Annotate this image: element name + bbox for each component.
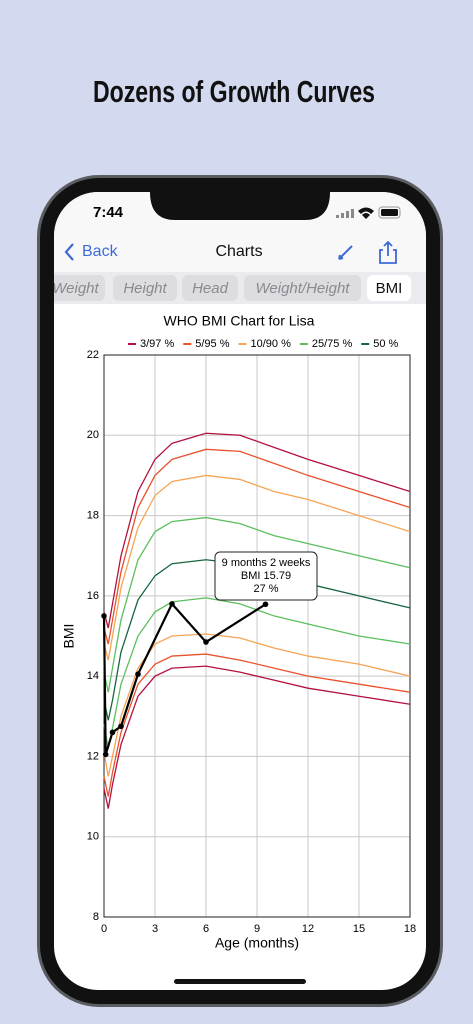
tooltip-line: 9 months 2 weeks [222, 557, 311, 569]
back-button[interactable]: Back [82, 243, 119, 260]
x-tick-label: 0 [101, 923, 107, 935]
percentile-line [103, 474, 411, 661]
tab-label[interactable]: Weight [52, 280, 100, 297]
percentile-line [103, 432, 411, 629]
percentile-line [103, 665, 411, 809]
chart-title: WHO BMI Chart for Lisa [164, 313, 315, 329]
tab[interactable] [367, 275, 411, 301]
legend-label: 25/75 % [312, 338, 353, 350]
tab[interactable] [46, 275, 105, 301]
legend-label: 10/90 % [251, 338, 292, 350]
legend-label: 5/95 % [195, 338, 229, 350]
patient-point[interactable] [109, 729, 116, 736]
status-time: 7:44 [93, 204, 124, 221]
y-tick-label: 8 [93, 911, 99, 923]
status-icons [336, 206, 401, 219]
tab[interactable] [244, 275, 361, 301]
tab-label[interactable]: Weight/Height [256, 280, 351, 297]
tab-label[interactable]: BMI [376, 280, 403, 297]
tab-label[interactable]: Head [192, 280, 229, 297]
percentile-line [103, 653, 411, 797]
x-axis-label: Age (months) [215, 935, 299, 951]
y-axis-label: BMI [61, 624, 77, 649]
y-tick-label: 16 [87, 590, 99, 602]
y-tick-label: 22 [87, 349, 99, 361]
edit-button[interactable] [338, 245, 353, 260]
patient-point[interactable] [169, 601, 175, 607]
patient-point[interactable] [135, 671, 141, 677]
legend-label: 3/97 % [140, 338, 174, 350]
back-chevron[interactable] [64, 243, 74, 261]
tab-label[interactable]: Height [123, 280, 167, 297]
headline: Dozens of Growth Curves [93, 74, 375, 109]
x-tick-label: 6 [203, 923, 209, 935]
y-tick-label: 14 [87, 670, 99, 682]
y-tick-label: 12 [87, 750, 99, 762]
tooltip-box [214, 551, 318, 601]
notch [150, 192, 330, 220]
patient-point[interactable] [262, 601, 269, 608]
percentile-line [103, 516, 411, 693]
patient-point[interactable] [118, 723, 124, 730]
share-button[interactable] [379, 240, 397, 264]
tooltip-line: 27 % [253, 583, 278, 595]
nav-title: Charts [215, 243, 262, 260]
percentile-line [103, 633, 411, 777]
home-indicator [174, 979, 306, 984]
x-tick-label: 3 [152, 923, 158, 935]
y-tick-label: 18 [87, 509, 99, 521]
x-tick-label: 18 [404, 923, 416, 935]
percentile-line [103, 448, 411, 645]
tooltip-line: BMI 15.79 [241, 570, 291, 582]
patient-point[interactable] [102, 751, 109, 758]
tab[interactable] [182, 275, 238, 301]
x-tick-label: 12 [302, 923, 314, 935]
tab[interactable] [113, 275, 177, 301]
patient-point[interactable] [101, 613, 107, 619]
y-tick-label: 20 [87, 429, 99, 441]
y-tick-label: 10 [87, 831, 99, 843]
patient-point[interactable] [203, 639, 209, 645]
x-tick-label: 15 [353, 923, 365, 935]
patient-line [102, 601, 267, 755]
legend-label: 50 % [373, 338, 398, 350]
x-tick-label: 9 [254, 923, 260, 935]
